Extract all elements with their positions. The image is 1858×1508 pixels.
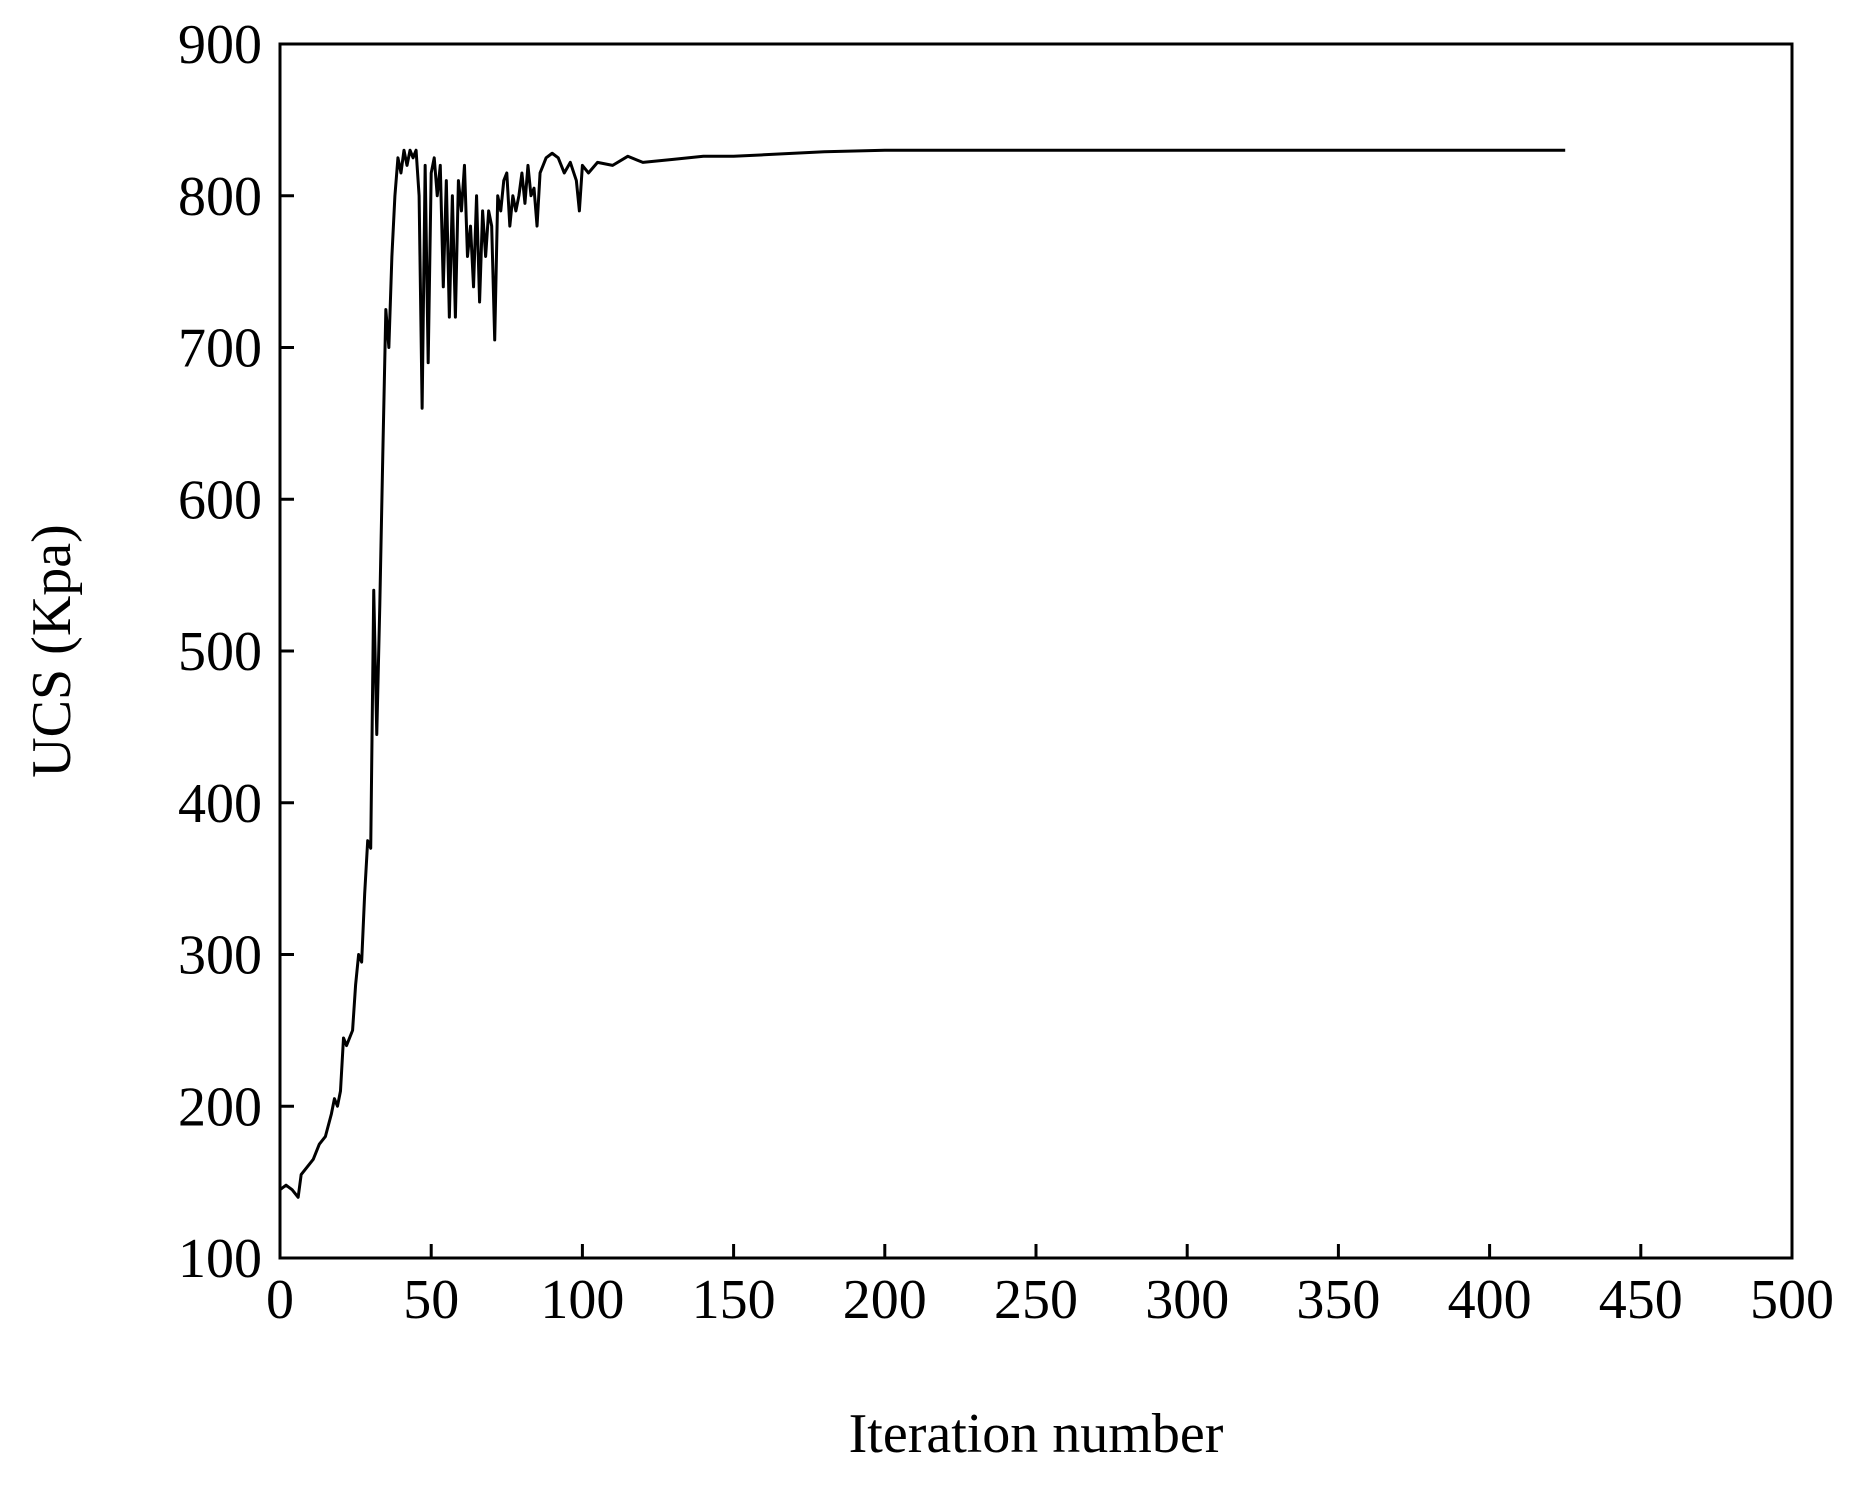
y-tick-label: 600 — [178, 469, 262, 531]
y-axis-label: UCS (Kpa) — [21, 524, 83, 778]
x-tick-label: 450 — [1599, 1269, 1683, 1331]
x-tick-label: 0 — [266, 1269, 294, 1331]
y-tick-label: 700 — [178, 318, 262, 380]
x-axis-label: Iteration number — [849, 1403, 1224, 1465]
x-tick-label: 350 — [1296, 1269, 1380, 1331]
x-tick-label: 300 — [1145, 1269, 1229, 1331]
x-tick-label: 200 — [843, 1269, 927, 1331]
y-tick-label: 200 — [178, 1076, 262, 1138]
x-tick-label: 250 — [994, 1269, 1078, 1331]
y-tick-label: 400 — [178, 773, 262, 835]
x-tick-label: 100 — [540, 1269, 624, 1331]
y-tick-label: 500 — [178, 621, 262, 683]
y-tick-label: 900 — [178, 14, 262, 76]
y-tick-label: 300 — [178, 925, 262, 987]
x-tick-label: 500 — [1750, 1269, 1834, 1331]
data-line — [279, 148, 1566, 1199]
x-tick-label: 400 — [1448, 1269, 1532, 1331]
y-tick-label: 100 — [178, 1228, 262, 1290]
x-tick-label: 150 — [692, 1269, 776, 1331]
plot-frame — [278, 42, 1794, 1260]
x-tick-label: 50 — [403, 1269, 459, 1331]
y-tick-label: 800 — [178, 166, 262, 228]
